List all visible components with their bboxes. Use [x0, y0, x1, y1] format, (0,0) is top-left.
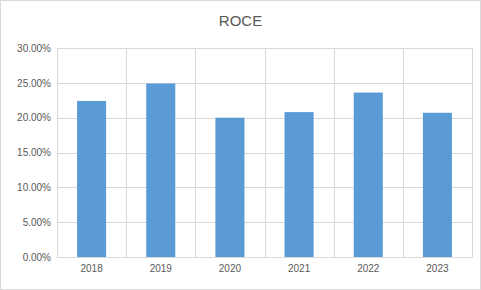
- x-tick: 2021: [288, 257, 311, 274]
- grid-line: [57, 222, 472, 223]
- y-tick: 5.00%: [23, 217, 57, 228]
- grid-line: [57, 187, 472, 188]
- y-tick-label: 10.00%: [17, 182, 51, 193]
- x-tick-label: 2023: [426, 263, 449, 274]
- grid-line: [57, 118, 472, 119]
- y-axis-line: [57, 49, 58, 258]
- grid-line: [57, 153, 472, 154]
- y-tick: 30.00%: [17, 43, 57, 54]
- chart-border: [1, 1, 481, 290]
- category-divider: [403, 48, 404, 257]
- x-tick-label: 2018: [80, 263, 103, 274]
- category-divider: [126, 48, 127, 257]
- x-tick: 2019: [150, 257, 173, 274]
- y-tick-label: 15.00%: [17, 147, 51, 158]
- bar: [354, 93, 383, 257]
- y-tick-label: 30.00%: [17, 43, 51, 54]
- y-tick: 15.00%: [17, 147, 57, 158]
- x-tick: 2018: [80, 257, 103, 274]
- y-tick: 10.00%: [17, 182, 57, 193]
- bar: [77, 101, 106, 257]
- y-axis: 0.00% 5.00% 10.00% 15.00% 20.00% 25.00% 30.00%: [17, 43, 57, 263]
- y-tick-label: 5.00%: [23, 217, 51, 228]
- grid-line: [57, 257, 472, 258]
- y-tick: 25.00%: [17, 78, 57, 89]
- bar: [146, 84, 175, 257]
- x-tick-label: 2021: [288, 263, 311, 274]
- y-tick: 20.00%: [17, 112, 57, 123]
- bar: [285, 112, 314, 257]
- x-axis: 2018 2019 2020 2021 2022 2023: [58, 257, 473, 274]
- bars: [77, 84, 452, 257]
- x-tick-label: 2020: [219, 263, 242, 274]
- chart: 0.00% 5.00% 10.00% 15.00% 20.00% 25.00% 30.00%…: [0, 0, 481, 290]
- x-tick: 2022: [357, 257, 380, 274]
- x-tick: 2020: [219, 257, 242, 274]
- x-tick-label: 2022: [357, 263, 380, 274]
- category-divider: [265, 48, 266, 257]
- grid-line: [57, 83, 472, 84]
- x-axis-line: [58, 257, 473, 258]
- y-tick-label: 25.00%: [17, 78, 51, 89]
- plot-area: 0.00% 5.00% 10.00% 15.00% 20.00% 25.00% 30.00%…: [17, 43, 472, 274]
- y-tick-label: 20.00%: [17, 112, 51, 123]
- bar: [423, 113, 452, 257]
- category-divider: [472, 48, 473, 257]
- x-tick-label: 2019: [150, 263, 173, 274]
- bar: [215, 118, 244, 257]
- y-tick: 0.00%: [23, 252, 57, 263]
- grid-line: [57, 48, 472, 49]
- grid: [57, 48, 473, 258]
- category-divider: [334, 48, 335, 257]
- y-tick-label: 0.00%: [23, 252, 51, 263]
- category-divider: [57, 48, 58, 257]
- category-divider: [195, 48, 196, 257]
- x-tick: 2023: [426, 257, 449, 274]
- title: ROCE: [219, 12, 262, 29]
